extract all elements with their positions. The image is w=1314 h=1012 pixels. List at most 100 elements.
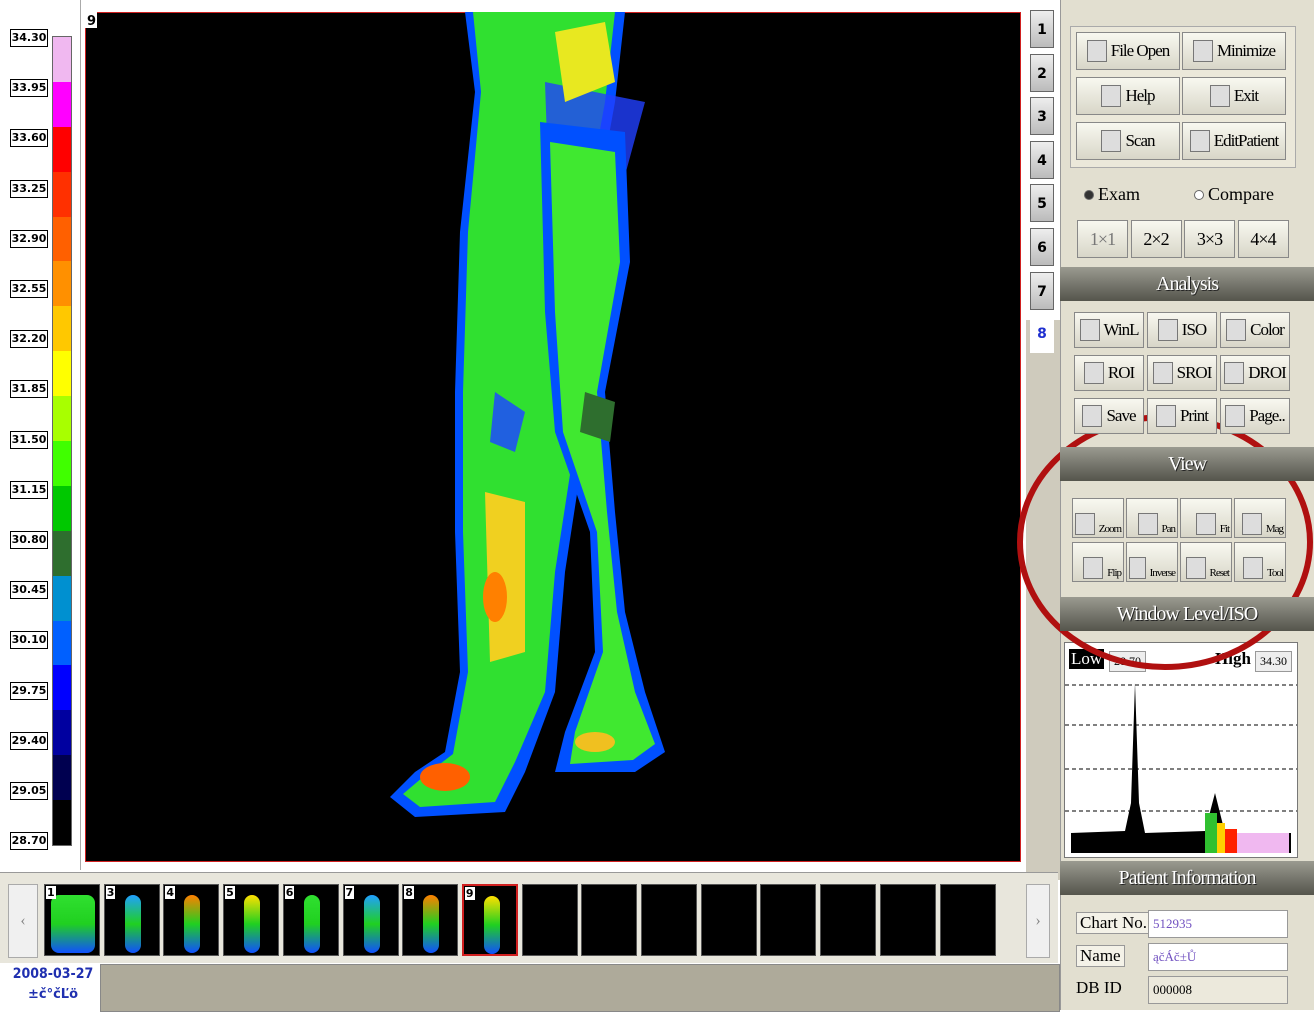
radio-mark <box>1194 190 1204 200</box>
radio-mark <box>1084 190 1094 200</box>
tab[interactable]: 1 <box>1030 10 1054 48</box>
field-label: Chart No. <box>1076 912 1152 934</box>
tab-strip-bg <box>1026 320 1060 880</box>
color-swatch <box>53 710 71 756</box>
color-swatch <box>53 216 71 262</box>
color-swatch <box>53 620 71 666</box>
thumbnail[interactable] <box>879 884 936 956</box>
thumbnail[interactable]: 5 <box>223 884 280 956</box>
tool-button[interactable]: Fit <box>1180 498 1232 538</box>
layout-button[interactable]: 2×2 <box>1130 220 1182 258</box>
tab[interactable]: 8 <box>1030 315 1054 354</box>
thumbnail[interactable]: 4 <box>163 884 220 956</box>
colorbar-label: 30.10 <box>10 631 48 650</box>
thumbnail[interactable]: 6 <box>282 884 339 956</box>
button[interactable]: EditPatient <box>1182 122 1286 160</box>
tool-button-label: Color <box>1250 320 1285 339</box>
tool-button[interactable]: SROI <box>1147 355 1217 391</box>
thumbnail-label: 9 <box>464 887 475 900</box>
tool-button[interactable]: ROI <box>1074 355 1144 391</box>
section-header: Analysis <box>1060 267 1314 301</box>
thumbnail[interactable] <box>641 884 697 956</box>
thumbnail[interactable] <box>521 884 578 956</box>
tool-button[interactable]: Reset <box>1180 542 1232 582</box>
tool-button[interactable]: WinL <box>1074 312 1144 348</box>
colorbar-label: 30.80 <box>10 531 48 549</box>
layout-button[interactable]: 3×3 <box>1184 220 1235 258</box>
color-swatch <box>53 351 71 397</box>
tool-button[interactable]: Mag <box>1234 498 1286 538</box>
footer-text: ±č°čĽö <box>27 987 79 1002</box>
button[interactable]: Minimize <box>1182 32 1286 70</box>
colorbar-label: 29.40 <box>10 731 48 750</box>
radio[interactable]: Exam <box>1084 184 1140 205</box>
thumbnail[interactable]: 9 <box>461 884 518 956</box>
field-label: Name <box>1076 945 1125 967</box>
color-swatch <box>53 441 71 487</box>
button[interactable]: Exit <box>1182 77 1286 115</box>
tab[interactable]: 4 <box>1030 140 1054 179</box>
thumbnail[interactable]: 3 <box>103 884 160 956</box>
tool-button-label: Inverse <box>1149 567 1176 579</box>
color-swatch <box>53 306 71 352</box>
scroll-right[interactable]: › <box>1026 884 1050 958</box>
thumbnail[interactable] <box>581 884 638 956</box>
thumbnail-figure <box>124 895 141 953</box>
thumbnail[interactable]: 8 <box>402 884 459 956</box>
tab[interactable]: 5 <box>1030 184 1054 223</box>
tool-button[interactable]: Pan <box>1126 498 1178 538</box>
color-swatch <box>53 665 71 711</box>
tool-button[interactable]: DROI <box>1220 355 1290 391</box>
histogram-plot <box>1065 683 1297 853</box>
field-label: DB ID <box>1076 978 1122 997</box>
footer-date: 2008-03-27 <box>12 966 94 982</box>
tab[interactable]: 2 <box>1030 53 1054 92</box>
tool-button-label: WinL <box>1103 320 1140 339</box>
thumbnail[interactable] <box>760 884 817 956</box>
tool-button-label: ISO <box>1181 320 1207 339</box>
tool-button[interactable]: Color <box>1220 312 1290 348</box>
color-swatch <box>53 530 71 577</box>
button-label: Minimize <box>1216 41 1276 60</box>
tool-button[interactable]: Print <box>1147 398 1217 434</box>
thumbnail[interactable] <box>820 884 877 956</box>
tool-button-label: ROI <box>1107 363 1135 382</box>
layout-button[interactable]: 4×4 <box>1237 220 1289 258</box>
thumbnail[interactable]: 1 <box>44 884 100 956</box>
tool-button[interactable]: Flip <box>1072 542 1124 582</box>
tool-button-label: Mag <box>1265 523 1284 535</box>
thumbnail[interactable] <box>700 884 757 956</box>
tool-button[interactable]: Page.. <box>1220 398 1290 434</box>
button[interactable]: Scan <box>1076 122 1180 160</box>
thumbnail-label: 7 <box>344 886 355 899</box>
tool-button[interactable]: Inverse <box>1126 542 1178 582</box>
color-swatch <box>53 575 71 622</box>
thumbnail-figure <box>423 895 440 953</box>
tool-button-label: Reset <box>1209 567 1230 579</box>
tab[interactable]: 6 <box>1030 228 1054 266</box>
layout-button[interactable]: 1×1 <box>1077 220 1128 258</box>
tool-button[interactable]: ISO <box>1147 312 1217 348</box>
thumbnail-label: 5 <box>225 886 235 899</box>
tool-button[interactable]: Tool <box>1234 542 1286 582</box>
thumbnail[interactable]: 7 <box>342 884 399 956</box>
thumbnail[interactable] <box>939 884 996 956</box>
colorbar-label: 30.45 <box>10 581 48 600</box>
button[interactable]: Help <box>1076 77 1180 115</box>
color-swatch <box>53 171 71 218</box>
tab[interactable]: 7 <box>1030 271 1054 310</box>
tool-button[interactable]: Save <box>1074 398 1144 434</box>
radio[interactable]: Compare <box>1194 184 1274 205</box>
thumbnail-label: 8 <box>404 886 414 899</box>
tool-button[interactable]: Zoom <box>1072 498 1124 538</box>
colorbar-label: 29.75 <box>10 681 48 700</box>
field-value: ąčÁč±Ů <box>1148 943 1288 971</box>
thumbnail-figure <box>244 895 261 953</box>
button[interactable]: File Open <box>1076 32 1180 70</box>
tab[interactable]: 3 <box>1030 97 1054 136</box>
colorbar-label: 31.50 <box>10 430 48 449</box>
scroll-left[interactable]: ‹ <box>8 884 38 958</box>
colorbar-label: 33.95 <box>10 79 48 98</box>
section-header: Window Level/ISO <box>1060 597 1314 631</box>
color-swatch <box>53 126 71 173</box>
